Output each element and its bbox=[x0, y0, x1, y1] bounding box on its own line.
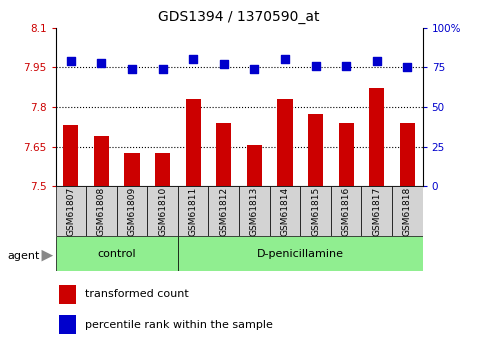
Point bbox=[220, 61, 227, 67]
Text: transformed count: transformed count bbox=[85, 289, 189, 299]
Text: percentile rank within the sample: percentile rank within the sample bbox=[85, 319, 273, 329]
Point bbox=[312, 63, 319, 68]
Bar bbox=[308, 114, 323, 186]
Text: GSM61810: GSM61810 bbox=[158, 187, 167, 236]
Point bbox=[159, 66, 167, 72]
Bar bbox=[277, 99, 293, 186]
Bar bbox=[369, 88, 384, 186]
Point bbox=[67, 58, 75, 64]
Point bbox=[281, 57, 289, 62]
Bar bbox=[239, 186, 270, 236]
Bar bbox=[59, 315, 76, 334]
Bar bbox=[86, 186, 117, 236]
Text: GSM61813: GSM61813 bbox=[250, 187, 259, 236]
Bar bbox=[147, 186, 178, 236]
Text: GSM61818: GSM61818 bbox=[403, 187, 412, 236]
Bar bbox=[339, 123, 354, 186]
Text: GSM61809: GSM61809 bbox=[128, 187, 137, 236]
Text: GSM61814: GSM61814 bbox=[281, 187, 289, 236]
Bar bbox=[185, 99, 201, 186]
Bar bbox=[117, 186, 147, 236]
Point bbox=[251, 66, 258, 72]
Point bbox=[189, 57, 197, 62]
Bar bbox=[178, 236, 423, 271]
Bar bbox=[209, 186, 239, 236]
Polygon shape bbox=[42, 250, 53, 262]
Text: GSM61816: GSM61816 bbox=[341, 187, 351, 236]
Bar bbox=[56, 186, 86, 236]
Point bbox=[373, 58, 381, 64]
Bar bbox=[178, 186, 209, 236]
Bar bbox=[392, 186, 423, 236]
Text: agent: agent bbox=[7, 251, 40, 261]
Text: GSM61808: GSM61808 bbox=[97, 187, 106, 236]
Bar bbox=[270, 186, 300, 236]
Title: GDS1394 / 1370590_at: GDS1394 / 1370590_at bbox=[158, 10, 320, 24]
Text: control: control bbox=[98, 249, 136, 258]
Bar bbox=[331, 186, 361, 236]
Bar bbox=[400, 123, 415, 186]
Point bbox=[128, 66, 136, 72]
Bar bbox=[300, 186, 331, 236]
Bar bbox=[155, 153, 170, 186]
Bar bbox=[59, 285, 76, 304]
Text: GSM61807: GSM61807 bbox=[66, 187, 75, 236]
Bar bbox=[63, 126, 78, 186]
Point bbox=[403, 65, 411, 70]
Text: GSM61817: GSM61817 bbox=[372, 187, 381, 236]
Bar bbox=[216, 123, 231, 186]
Point bbox=[98, 60, 105, 65]
Text: D-penicillamine: D-penicillamine bbox=[257, 249, 344, 258]
Point bbox=[342, 63, 350, 68]
Bar bbox=[94, 136, 109, 186]
Text: GSM61811: GSM61811 bbox=[189, 187, 198, 236]
Bar bbox=[361, 186, 392, 236]
Text: GSM61812: GSM61812 bbox=[219, 187, 228, 236]
Text: GSM61815: GSM61815 bbox=[311, 187, 320, 236]
Bar bbox=[125, 153, 140, 186]
Bar bbox=[247, 145, 262, 186]
Bar bbox=[56, 236, 178, 271]
